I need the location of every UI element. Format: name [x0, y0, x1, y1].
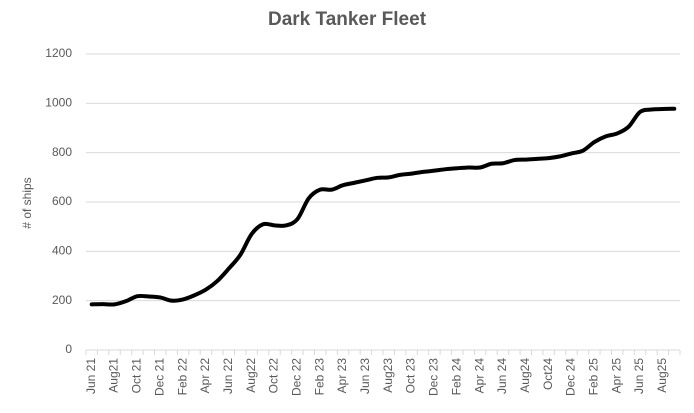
- x-tick-label: Jun 22: [221, 358, 235, 394]
- x-tick-label: Feb 25: [586, 358, 600, 396]
- x-tick-label: Aug21: [107, 358, 121, 393]
- y-tick-label: 1000: [45, 96, 72, 110]
- x-tick-label: Dec 21: [152, 358, 166, 396]
- x-tick-label: Oct24: [541, 358, 555, 390]
- x-tick-label: Oct 21: [130, 358, 144, 394]
- y-tick-label: 0: [65, 342, 72, 356]
- x-tick-label: Dec 22: [289, 358, 303, 396]
- x-tick-label: Apr 24: [472, 358, 486, 394]
- y-axis-title: # of ships: [20, 177, 34, 228]
- x-tick-label: Dec 24: [564, 358, 578, 396]
- y-tick-label: 200: [52, 293, 72, 307]
- x-tick-label: Aug25: [655, 358, 669, 393]
- x-tick-label: Feb 23: [312, 358, 326, 396]
- x-tick-label: Aug24: [518, 358, 532, 393]
- x-tick-label: Jun 23: [358, 358, 372, 394]
- data-line: [89, 106, 677, 307]
- x-tick-label: Oct 22: [267, 358, 281, 394]
- x-tick-label: Feb 22: [175, 358, 189, 396]
- x-tick-label: Jun 25: [632, 358, 646, 394]
- x-tick-label: Apr 23: [335, 358, 349, 394]
- x-tick-label: Oct 23: [404, 358, 418, 394]
- x-tick-label: Dec 23: [427, 358, 441, 396]
- y-tick-label: 1200: [45, 46, 72, 60]
- x-tick-label: Jun 21: [84, 358, 98, 394]
- x-tick-label: Apr 25: [609, 358, 623, 394]
- chart-title: Dark Tanker Fleet: [268, 9, 427, 30]
- x-tick-label: Apr 22: [198, 358, 212, 394]
- x-tick-label: Aug22: [244, 358, 258, 393]
- y-tick-label: 600: [52, 194, 72, 208]
- y-tick-label: 400: [52, 244, 72, 258]
- x-tick-label: Jun 24: [495, 358, 509, 394]
- x-tick-label: Aug23: [381, 358, 395, 393]
- x-tick-label: Feb 24: [449, 358, 463, 396]
- y-tick-label: 800: [52, 145, 72, 159]
